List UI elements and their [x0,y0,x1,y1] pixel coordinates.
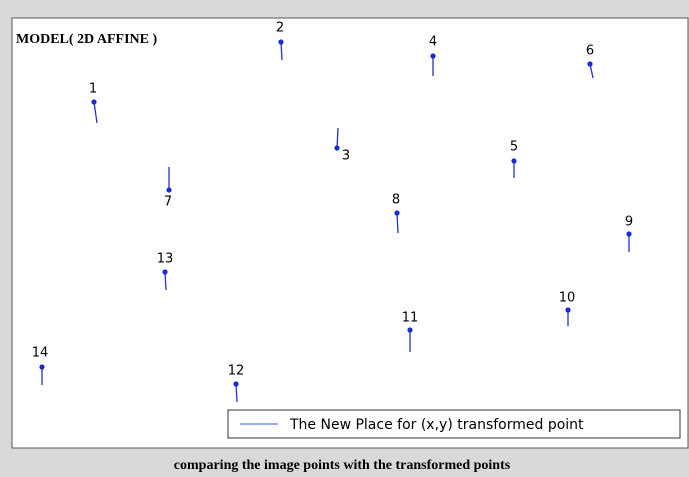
point [587,61,593,67]
displacement [235,383,238,403]
legend-box [227,409,681,439]
displacement [336,127,339,149]
point-label: 13 [157,252,174,267]
point [334,145,340,151]
point [278,39,284,45]
caption: comparing the image points with the tran… [174,458,511,473]
point [394,210,400,216]
displacement [280,41,283,61]
point-label: 1 [89,82,97,97]
point [162,269,168,275]
point-label: 11 [402,311,419,326]
point-label: 2 [276,21,284,36]
point-label: 14 [32,346,49,361]
point [565,307,571,313]
displacement [396,212,399,234]
point-label: 9 [625,215,633,230]
point-label: 7 [164,195,172,210]
displacement [164,271,167,291]
point-label: 12 [228,364,245,379]
point [407,327,413,333]
point [626,231,632,237]
point [39,364,45,370]
point [233,381,239,387]
point-label: 3 [342,149,350,164]
point-label: 5 [510,140,518,155]
plot-area [11,17,689,449]
displacement [93,101,98,124]
point [430,53,436,59]
point [166,187,172,193]
point-label: 8 [392,193,400,208]
legend-text: The New Place for (x,y) transformed poin… [289,417,584,433]
point [91,99,97,105]
point [511,158,517,164]
point-label: 4 [429,35,437,50]
point-label: 6 [586,44,594,59]
title: MODEL( 2D AFFINE ) [16,32,158,47]
point-label: 10 [559,291,576,306]
